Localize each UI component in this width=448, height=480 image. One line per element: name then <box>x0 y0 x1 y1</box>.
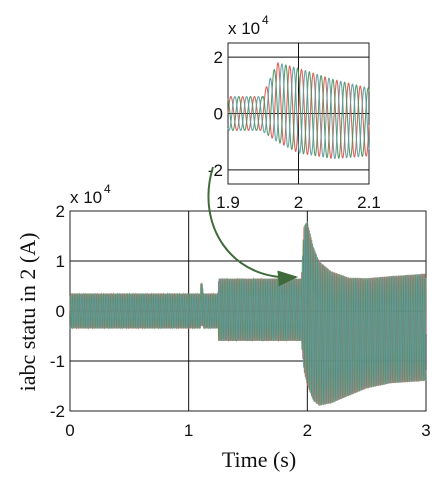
zoom-arrow <box>207 166 298 287</box>
inset-series-2-line <box>227 64 370 159</box>
main-traces <box>69 221 427 406</box>
main-chart: 0 1 2 3 -2 -1 0 1 2 x 10 4 Time (s) iabc statu i… <box>15 182 431 472</box>
main-x-tick-label: 2 <box>303 421 312 440</box>
main-x-tick-label: 1 <box>184 421 193 440</box>
main-x-tick-label: 3 <box>421 421 430 440</box>
inset-series-3-line <box>227 63 370 160</box>
inset-traces <box>227 62 370 160</box>
inset-chart: 1.9 2 2.1-202 x 10 4 <box>208 13 381 212</box>
main-y-tick-label: 2 <box>56 202 65 221</box>
inset-series-1-line <box>227 62 370 159</box>
inset-exponent-base: x 10 <box>228 19 260 38</box>
main-y-tick-label: -1 <box>50 352 65 371</box>
main-y-tick-label: 0 <box>56 302 65 321</box>
main-x-axis-label: Time (s) <box>222 447 296 472</box>
inset-x-tick-label: 2 <box>294 193 303 212</box>
main-exponent-power: 4 <box>104 182 111 196</box>
inset-exponent-power: 4 <box>262 13 269 27</box>
main-series-3-line <box>69 221 427 406</box>
main-x-tick-label: 0 <box>65 421 74 440</box>
inset-x-tick-label: 2.1 <box>357 193 381 212</box>
main-exponent-base: x 10 <box>70 188 102 207</box>
main-y-tick-label: 1 <box>56 252 65 271</box>
main-y-tick-label: -2 <box>50 402 65 421</box>
main-y-axis-label: iabc statu in 2 (A) <box>15 233 40 392</box>
inset-y-tick-label: 0 <box>214 105 223 124</box>
inset-x-tick-label: 1.9 <box>216 193 240 212</box>
inset-y-tick-label: 2 <box>214 48 223 67</box>
inset-ticks: 1.9 2 2.1-202 <box>208 48 381 212</box>
main-ticks: 0 1 2 3 -2 -1 0 1 2 <box>50 202 431 440</box>
